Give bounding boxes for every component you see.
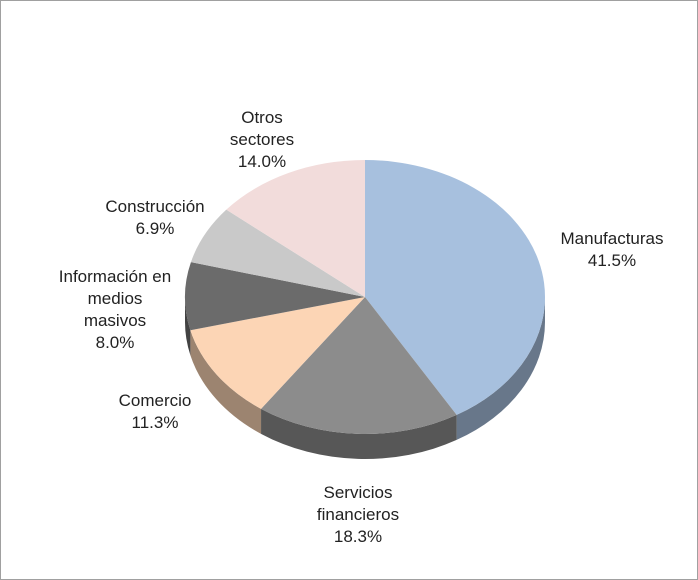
slice [365,160,545,415]
slice-label: Servicios financieros 18.3% [303,482,413,548]
slice-side [184,297,191,356]
category-label: Servicios financieros [316,483,400,524]
value-label: 8.0% [95,333,135,352]
slice-label: Construcción 6.9% [75,196,235,240]
slice [261,297,457,434]
slice [226,160,365,297]
slice-side [261,408,457,459]
category-label: Manufacturas [560,229,664,248]
slice-side [456,297,545,440]
value-label: 11.3% [131,413,179,432]
value-label: 14.0% [237,152,287,171]
category-label: Comercio [118,391,192,410]
slice-label: Información en medios masivos 8.0% [58,266,173,354]
slice-label: Otros sectores 14.0% [225,107,300,173]
slice-side [190,330,262,434]
category-label: Construcción [105,197,205,216]
category-label: Otros sectores [229,108,295,149]
value-label: 6.9% [135,219,175,238]
slice [190,297,365,409]
slice [190,209,365,297]
category-label: Información en medios masivos [58,267,172,330]
slice-label: Manufacturas 41.5% [537,228,687,272]
slice-label: Comercio 11.3% [95,390,215,434]
value-label: 41.5% [587,251,637,270]
slice [184,262,365,331]
value-label: 18.3% [333,527,383,546]
